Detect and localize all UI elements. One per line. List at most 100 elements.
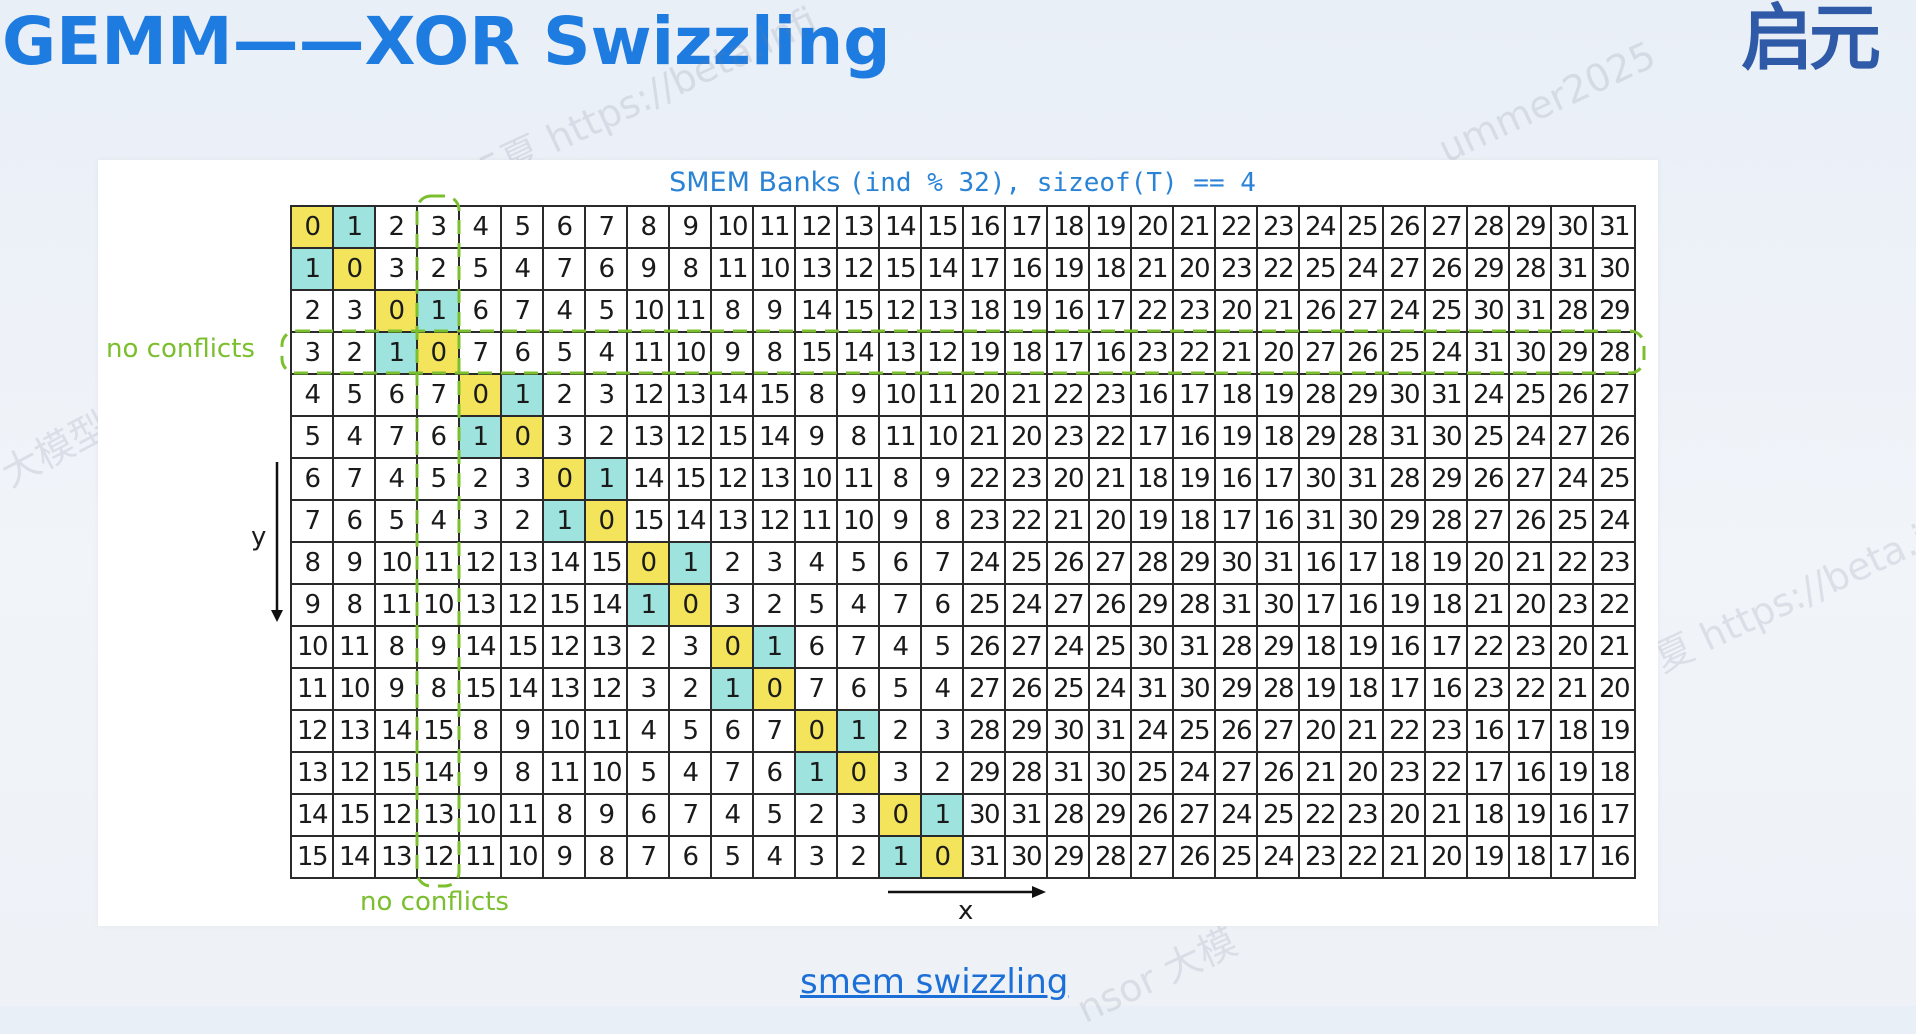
bank-cell: 28 — [1594, 333, 1636, 375]
bank-cell: 6 — [334, 501, 376, 543]
bank-cell: 7 — [796, 669, 838, 711]
bank-cell: 9 — [334, 543, 376, 585]
smem-swizzling-link[interactable]: smem swizzling — [800, 962, 1069, 1002]
bank-cell: 17 — [1258, 459, 1300, 501]
bank-cell: 12 — [838, 249, 880, 291]
bank-cell: 19 — [1090, 207, 1132, 249]
bank-cell: 3 — [922, 711, 964, 753]
bank-cell: 28 — [1132, 543, 1174, 585]
bank-cell: 16 — [1216, 459, 1258, 501]
bank-cell: 13 — [418, 795, 460, 837]
bank-cell: 13 — [586, 627, 628, 669]
bank-cell: 26 — [1006, 669, 1048, 711]
bank-cell: 0 — [502, 417, 544, 459]
bank-cell: 25 — [1510, 375, 1552, 417]
bank-cell: 28 — [1174, 585, 1216, 627]
bank-cell: 18 — [1300, 627, 1342, 669]
bank-cell: 14 — [502, 669, 544, 711]
bank-cell: 7 — [922, 543, 964, 585]
bank-cell: 24 — [1300, 207, 1342, 249]
bank-cell: 13 — [712, 501, 754, 543]
bank-cell: 19 — [1174, 459, 1216, 501]
bank-cell: 26 — [1048, 543, 1090, 585]
bank-cell: 30 — [964, 795, 1006, 837]
bank-cell: 4 — [880, 627, 922, 669]
bank-cell: 0 — [334, 249, 376, 291]
bank-cell: 24 — [1132, 711, 1174, 753]
bank-cell: 24 — [1216, 795, 1258, 837]
bank-cell: 23 — [1174, 291, 1216, 333]
bank-cell: 15 — [292, 837, 334, 879]
bank-cell: 22 — [1048, 375, 1090, 417]
bank-cell: 7 — [334, 459, 376, 501]
bank-cell: 22 — [1174, 333, 1216, 375]
bank-cell: 18 — [1174, 501, 1216, 543]
bank-cell: 19 — [964, 333, 1006, 375]
bank-cell: 1 — [418, 291, 460, 333]
bank-cell: 19 — [1594, 711, 1636, 753]
bank-cell: 3 — [292, 333, 334, 375]
bank-cell: 16 — [1048, 291, 1090, 333]
bank-cell: 18 — [1594, 753, 1636, 795]
bank-cell: 15 — [880, 249, 922, 291]
bank-cell: 26 — [1384, 207, 1426, 249]
bank-cell: 17 — [1300, 585, 1342, 627]
bank-cell: 4 — [628, 711, 670, 753]
bank-cell: 12 — [796, 207, 838, 249]
bank-cell: 0 — [460, 375, 502, 417]
bank-cell: 25 — [1594, 459, 1636, 501]
bank-cell: 27 — [964, 669, 1006, 711]
bank-cell: 15 — [754, 375, 796, 417]
bank-cell: 27 — [1594, 375, 1636, 417]
bank-cell: 7 — [880, 585, 922, 627]
bank-cell: 24 — [1174, 753, 1216, 795]
bank-cell: 10 — [376, 543, 418, 585]
bank-cell: 17 — [1552, 837, 1594, 879]
bank-cell: 10 — [334, 669, 376, 711]
bank-cell: 23 — [1510, 627, 1552, 669]
bank-cell: 30 — [1342, 501, 1384, 543]
bank-cell: 16 — [1300, 543, 1342, 585]
bank-cell: 22 — [1384, 711, 1426, 753]
bank-cell: 9 — [418, 627, 460, 669]
bank-cell: 7 — [838, 627, 880, 669]
brand-logo: 启元 — [1740, 0, 1881, 80]
bank-cell: 30 — [1006, 837, 1048, 879]
bank-cell: 26 — [1258, 753, 1300, 795]
bank-cell: 16 — [964, 207, 1006, 249]
bank-cell: 26 — [1174, 837, 1216, 879]
bank-cell: 18 — [1216, 375, 1258, 417]
bank-cell: 12 — [922, 333, 964, 375]
bank-cell: 10 — [292, 627, 334, 669]
bank-cell: 13 — [334, 711, 376, 753]
bank-cell: 10 — [712, 207, 754, 249]
bank-cell: 0 — [376, 291, 418, 333]
bank-cell: 25 — [1258, 795, 1300, 837]
bank-cell: 10 — [796, 459, 838, 501]
bank-cell: 8 — [712, 291, 754, 333]
bank-cell: 13 — [376, 837, 418, 879]
bank-cell: 0 — [586, 501, 628, 543]
bank-cell: 17 — [1384, 669, 1426, 711]
table-title-code: (ind % 32), sizeof(T) == 4 — [848, 168, 1256, 198]
bank-cell: 20 — [1468, 543, 1510, 585]
bank-cell: 24 — [1510, 417, 1552, 459]
bank-cell: 3 — [712, 585, 754, 627]
bank-cell: 17 — [964, 249, 1006, 291]
bank-cell: 29 — [1468, 249, 1510, 291]
bank-cell: 23 — [1216, 249, 1258, 291]
bank-cell: 19 — [1342, 627, 1384, 669]
bank-cell: 0 — [670, 585, 712, 627]
bank-cell: 31 — [1258, 543, 1300, 585]
bank-cell: 12 — [880, 291, 922, 333]
bank-cell: 26 — [1468, 459, 1510, 501]
bank-cell: 31 — [1552, 249, 1594, 291]
bank-cell: 27 — [1090, 543, 1132, 585]
bank-cell: 27 — [1426, 207, 1468, 249]
bank-cell: 15 — [796, 333, 838, 375]
bank-cell: 24 — [1426, 333, 1468, 375]
bank-cell: 5 — [796, 585, 838, 627]
bank-cell: 31 — [1426, 375, 1468, 417]
bank-cell: 2 — [376, 207, 418, 249]
bank-cell: 27 — [1510, 459, 1552, 501]
